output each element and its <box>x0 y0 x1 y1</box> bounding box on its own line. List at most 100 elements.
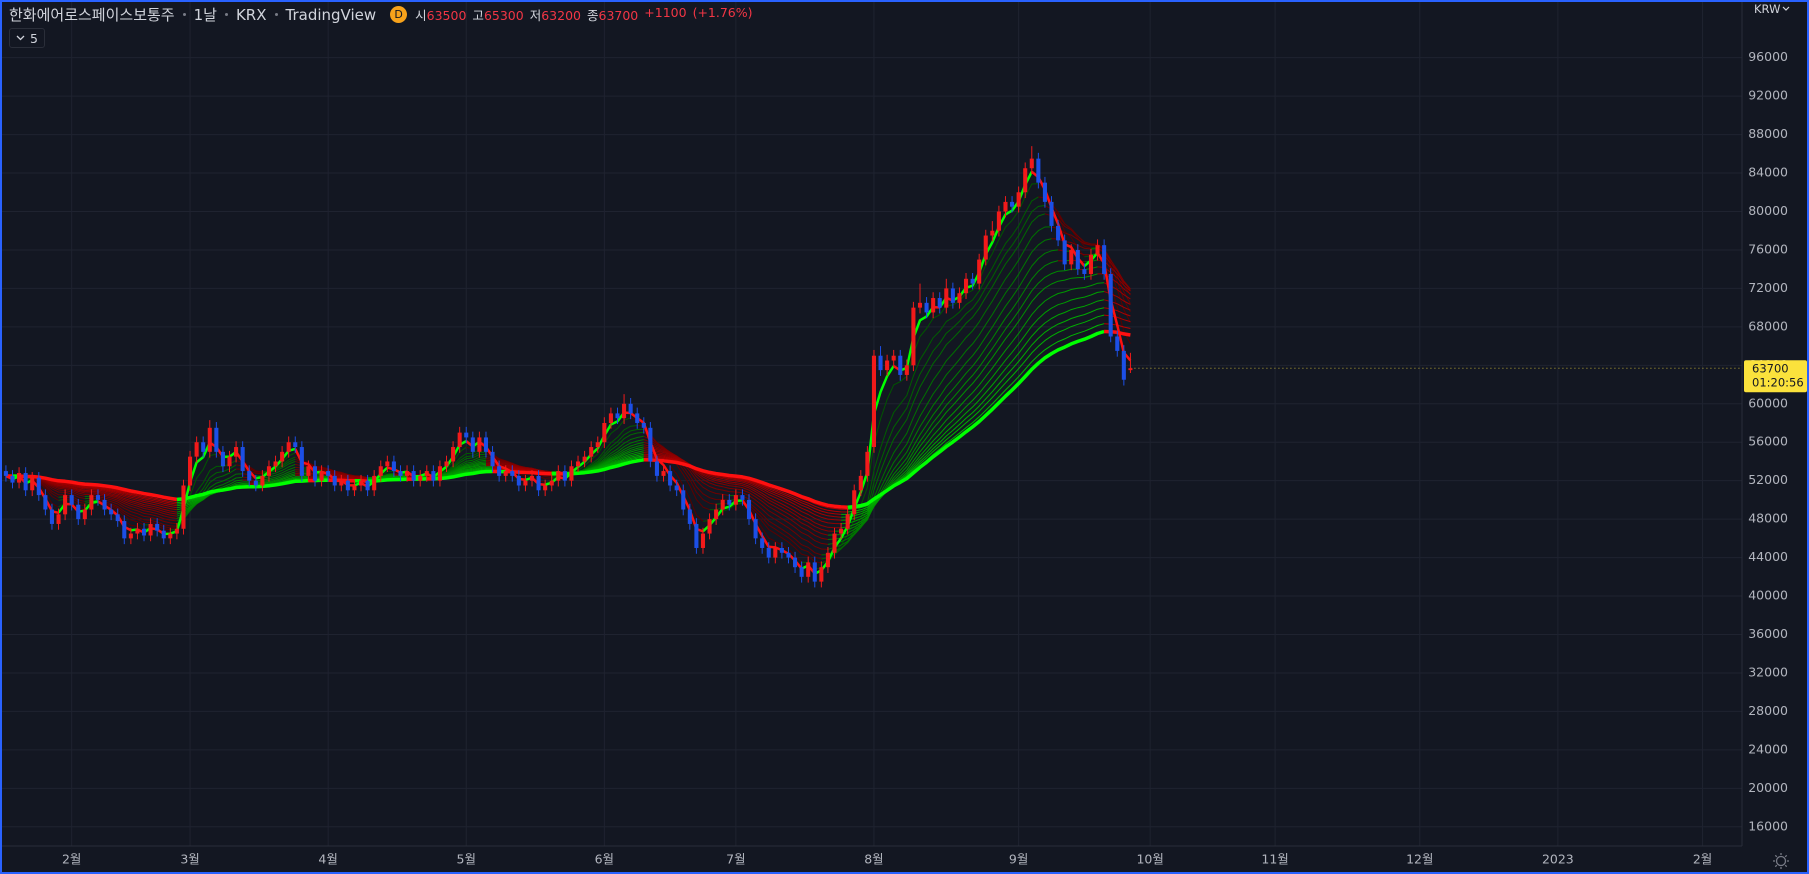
price-tag: 63700 01:20:56 <box>1744 360 1807 393</box>
currency: KRW <box>1754 2 1781 16</box>
candle-body <box>773 547 778 558</box>
candle-body <box>128 533 133 539</box>
y-tick-label: 32000 <box>1748 664 1788 679</box>
candle-body <box>569 466 574 481</box>
candle-body <box>819 567 824 582</box>
candle-body <box>457 432 462 448</box>
ema-line <box>1103 299 1131 311</box>
candle-body <box>89 495 94 510</box>
candle-body <box>109 509 114 515</box>
candle-body <box>977 259 982 284</box>
candle-body <box>372 475 377 491</box>
ema-line <box>32 477 85 502</box>
candle-body <box>30 477 35 491</box>
open-value: 63500 <box>426 8 467 23</box>
x-tick-label: 2023 <box>1542 852 1574 867</box>
currency-button[interactable]: KRW <box>1754 2 1790 16</box>
exchange: KRX <box>235 5 267 24</box>
candle-body <box>950 288 955 303</box>
y-tick-label: 60000 <box>1748 395 1788 410</box>
candle-body <box>63 495 68 515</box>
candle-body <box>983 235 988 260</box>
candle-body <box>1049 201 1054 226</box>
y-tick-label: 52000 <box>1748 472 1788 487</box>
candle-body <box>1082 269 1087 274</box>
candle-body <box>339 480 344 486</box>
low-label: 저 <box>529 8 542 23</box>
candle-body <box>201 442 206 452</box>
ema-line <box>97 499 177 527</box>
delay-badge[interactable]: D <box>390 6 408 23</box>
settings-icon-rays[interactable] <box>1773 853 1789 869</box>
chevron-path <box>16 35 25 41</box>
candle-body <box>931 298 936 313</box>
candle-body <box>141 528 147 536</box>
candle-body <box>839 528 844 534</box>
candle-body <box>996 211 1001 231</box>
candle-body <box>714 509 719 520</box>
close-value: 63700 <box>598 8 639 23</box>
candle-body <box>595 442 600 448</box>
candle-body <box>740 495 745 500</box>
candle-body <box>207 427 212 452</box>
candle-body <box>635 413 640 423</box>
candle-body <box>700 533 706 548</box>
x-tick-label: 9월 <box>1009 852 1028 867</box>
candle-body <box>825 552 830 568</box>
source: TradingView <box>285 5 377 24</box>
ema-line <box>1104 314 1131 323</box>
candle-body <box>148 523 153 536</box>
candle-body <box>1023 168 1028 193</box>
candle-body <box>543 485 548 491</box>
candle-body <box>654 461 659 476</box>
candle-body <box>76 504 81 520</box>
candle-body <box>1042 182 1047 202</box>
candle-body <box>10 475 15 483</box>
candle-body <box>727 499 732 505</box>
candle-body <box>168 533 173 539</box>
candle-body <box>280 451 285 462</box>
candle-body <box>1115 336 1120 351</box>
ema-line <box>643 453 842 518</box>
x-tick-label: 2월 <box>62 852 81 867</box>
candle-body <box>95 495 101 500</box>
ema-line <box>564 458 645 476</box>
candle-body <box>444 461 449 467</box>
settings-icon-core[interactable] <box>1775 855 1787 867</box>
ema-line <box>564 411 626 480</box>
y-tick-label: 72000 <box>1748 280 1788 295</box>
indicator-toggle[interactable]: 5 <box>9 28 45 48</box>
candle-body <box>411 471 416 481</box>
candle-body <box>437 466 442 481</box>
ema-line <box>643 450 842 525</box>
candle-body <box>878 355 883 371</box>
chevron-path <box>1783 6 1790 11</box>
interval: 1날 <box>193 6 217 24</box>
candle-body <box>917 302 923 308</box>
candle-body <box>234 447 239 457</box>
candle-body <box>345 480 350 491</box>
candle-body <box>326 471 331 476</box>
candle-body <box>865 451 870 476</box>
candle-body <box>155 523 160 531</box>
candle-body <box>733 495 738 505</box>
candle-body <box>720 499 725 510</box>
candle-body <box>760 538 765 548</box>
y-tick-label: 80000 <box>1748 203 1788 218</box>
candle-body <box>510 471 515 476</box>
candle-body <box>464 432 469 438</box>
ema-line <box>64 496 85 504</box>
candle-body <box>786 552 791 558</box>
candle-body <box>1108 273 1113 337</box>
candle-body <box>674 485 679 491</box>
candle-body <box>694 523 699 548</box>
ema-line <box>643 452 842 521</box>
ema-line <box>735 495 828 550</box>
y-tick-label: 56000 <box>1748 434 1788 449</box>
candle-body <box>1036 158 1041 183</box>
ema-line <box>294 448 316 474</box>
candle-body <box>871 355 876 448</box>
settings-icon[interactable] <box>1773 853 1789 869</box>
